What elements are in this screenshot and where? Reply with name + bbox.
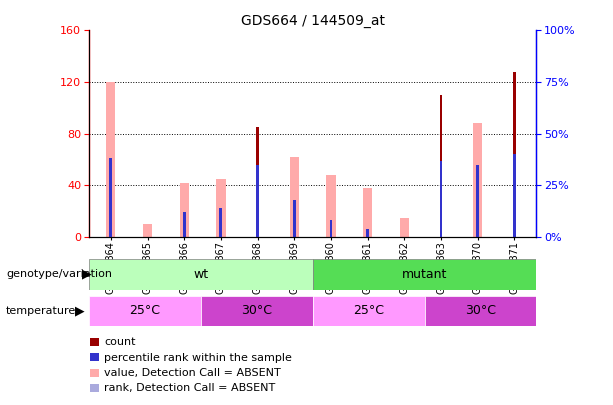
Text: 30°C: 30°C	[465, 304, 496, 318]
Bar	[256, 164, 259, 237]
Text: temperature: temperature	[6, 306, 77, 316]
Bar	[476, 164, 479, 237]
Bar	[513, 72, 516, 237]
Bar	[366, 229, 369, 237]
Text: rank, Detection Call = ABSENT: rank, Detection Call = ABSENT	[104, 384, 275, 393]
Bar	[110, 158, 112, 237]
Bar	[110, 158, 112, 237]
Bar	[180, 183, 189, 237]
Bar	[143, 224, 152, 237]
Bar	[363, 188, 372, 237]
Bar	[201, 296, 313, 326]
Bar	[313, 296, 424, 326]
Bar	[90, 384, 99, 392]
Text: 25°C: 25°C	[129, 304, 161, 318]
Bar	[90, 353, 99, 361]
Bar	[89, 259, 313, 290]
Bar	[440, 160, 443, 237]
Bar	[89, 296, 201, 326]
Bar	[473, 123, 482, 237]
Bar	[90, 369, 99, 377]
Text: wt: wt	[193, 268, 208, 281]
Text: count: count	[104, 337, 135, 347]
Bar	[440, 95, 443, 237]
Bar	[400, 217, 409, 237]
Bar	[313, 259, 536, 290]
Bar	[290, 157, 299, 237]
Bar	[330, 220, 332, 237]
Bar	[219, 208, 223, 237]
Bar	[183, 212, 186, 237]
Bar	[424, 296, 536, 326]
Bar	[106, 82, 115, 237]
Bar	[219, 208, 223, 237]
Bar	[366, 229, 369, 237]
Bar	[183, 212, 186, 237]
Text: percentile rank within the sample: percentile rank within the sample	[104, 353, 292, 362]
Bar	[326, 175, 335, 237]
Text: ▶: ▶	[75, 304, 85, 318]
Bar	[256, 127, 259, 237]
Text: ▶: ▶	[82, 268, 91, 281]
Title: GDS664 / 144509_at: GDS664 / 144509_at	[241, 14, 384, 28]
Bar	[513, 154, 516, 237]
Bar	[293, 200, 295, 237]
Bar	[216, 179, 226, 237]
Text: 25°C: 25°C	[353, 304, 384, 318]
Text: genotype/variation: genotype/variation	[6, 269, 112, 279]
Text: 30°C: 30°C	[241, 304, 272, 318]
Text: mutant: mutant	[402, 268, 447, 281]
Text: value, Detection Call = ABSENT: value, Detection Call = ABSENT	[104, 368, 281, 378]
Bar	[293, 200, 295, 237]
Bar	[330, 220, 332, 237]
Bar	[90, 338, 99, 346]
Bar	[476, 164, 479, 237]
